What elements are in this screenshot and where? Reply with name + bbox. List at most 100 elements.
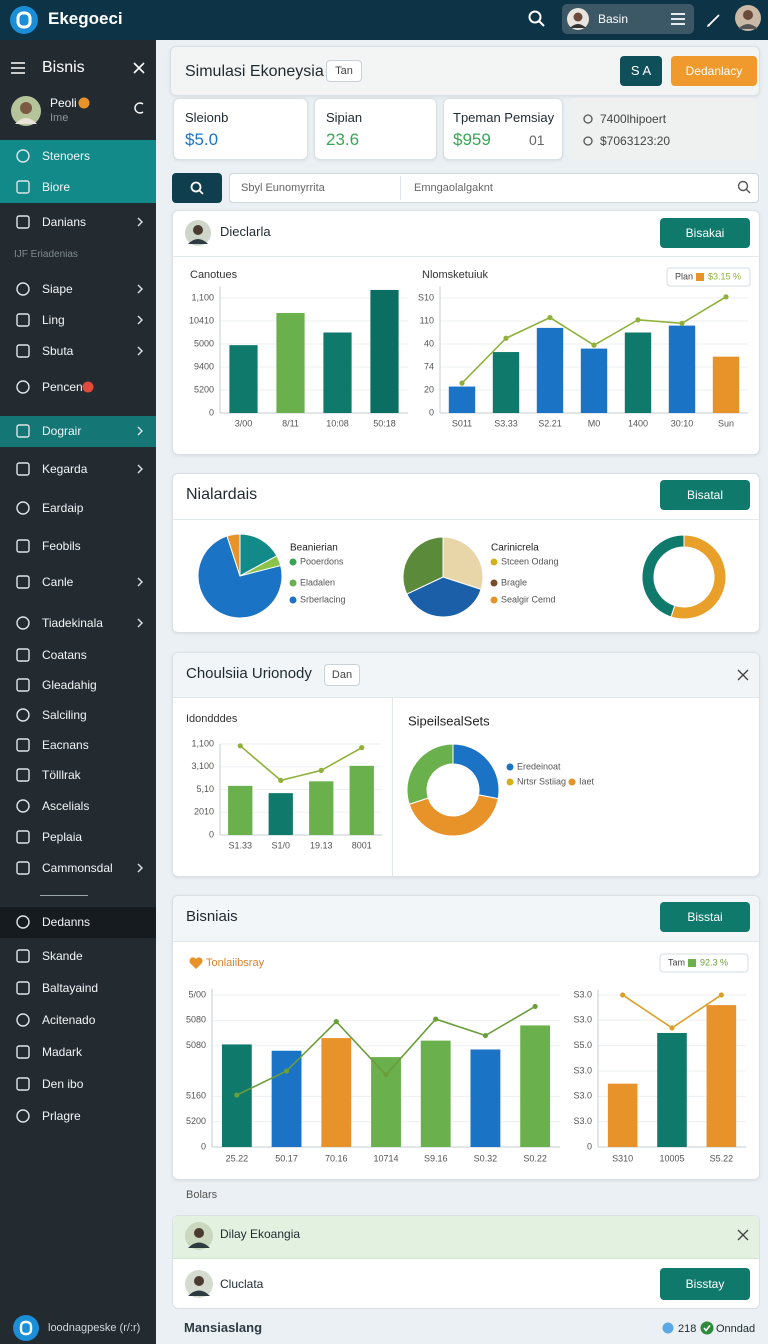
legend-swatch — [289, 596, 297, 604]
y-tick-label: S5.0 — [573, 1040, 592, 1050]
nav-item[interactable]: Sbuta — [42, 344, 74, 358]
line-point — [459, 380, 465, 386]
nav-arrow — [137, 618, 143, 628]
divider — [173, 256, 759, 257]
bar — [624, 332, 652, 413]
legend-label: Plan — [675, 271, 693, 281]
nav-item[interactable]: Acitenado — [42, 1013, 96, 1027]
user-pill[interactable]: Basin — [562, 4, 694, 34]
y-tick-label: 5080 — [186, 1015, 206, 1025]
nav-item[interactable]: Coatans — [42, 648, 87, 662]
avatar — [185, 1270, 213, 1298]
nav-item[interactable]: Eardaip — [42, 501, 84, 515]
chart-title: Tonlaiibsray — [206, 957, 265, 969]
search-icon[interactable] — [527, 9, 547, 29]
nav-item[interactable]: Stenoers — [42, 149, 91, 163]
nav-item[interactable]: Ling — [42, 313, 65, 327]
nav-icon-shape — [16, 799, 30, 813]
bar — [268, 793, 293, 835]
primary-button[interactable]: S A — [620, 56, 662, 86]
card-button[interactable]: Bisstai — [660, 902, 750, 932]
profile-avatar[interactable] — [734, 4, 762, 32]
nav-item[interactable]: Peplaia — [42, 830, 83, 844]
bar — [668, 325, 696, 413]
search-input[interactable] — [229, 173, 759, 203]
avatar — [185, 220, 211, 246]
nav-icon — [16, 380, 30, 394]
slice — [226, 533, 241, 577]
x-tick-label: 8/11 — [282, 418, 299, 428]
legend-swatch — [696, 273, 705, 281]
nav-icon-shape — [16, 861, 30, 875]
page-title: Simulasi Ekoneysia — [185, 63, 324, 80]
nav-icon — [16, 462, 30, 476]
y-tick-label: S3.0 — [573, 1091, 592, 1101]
footer-icon — [13, 1315, 39, 1341]
line-point — [359, 745, 365, 751]
refresh-icon[interactable] — [133, 101, 145, 115]
nav-item[interactable]: Feobils — [42, 539, 81, 553]
stat-label: Tpeman Pemsiay — [453, 110, 555, 125]
nav-arrow — [137, 577, 143, 587]
close-icon[interactable] — [737, 1229, 749, 1241]
x-tick-label: S3.33 — [494, 418, 518, 428]
nav-icon-shape — [16, 380, 30, 394]
nav-item[interactable]: Den ibo — [42, 1077, 84, 1091]
chart: Idondddes 0 2010 5,10 3,100 1,100 S1.33 S1/0 19.… — [186, 713, 382, 850]
nav-item[interactable]: Gleadahig — [42, 678, 97, 692]
nav-item[interactable]: Madark — [42, 1045, 83, 1059]
hamburger-icon[interactable] — [10, 60, 26, 76]
bottom-title: Mansiaslang — [184, 1320, 263, 1335]
legend-label: Nrtsr Sstiiag — [517, 776, 566, 786]
nav-item[interactable]: Siape — [42, 282, 73, 296]
nav-item[interactable]: Tiadekinala — [42, 616, 103, 630]
card-title: Nialardais — [186, 486, 258, 503]
nav-item[interactable]: Cammonsdal — [42, 861, 113, 875]
nav-arrow-shape — [137, 315, 143, 325]
card-button[interactable]: Bisakai — [660, 218, 750, 248]
line-point — [547, 314, 553, 321]
nav-icon-shape — [16, 830, 30, 844]
nav-item[interactable]: Salciling — [42, 708, 87, 722]
search-button[interactable] — [172, 173, 222, 203]
x-tick-label: S0.22 — [523, 1153, 547, 1163]
nav-item[interactable]: Canle — [42, 575, 74, 589]
secondary-button[interactable]: Dedanlacy — [671, 56, 757, 86]
nav-icon-shape — [16, 313, 30, 327]
x-tick-label: 19.13 — [310, 840, 333, 850]
nav-item[interactable]: Pencen — [42, 380, 83, 394]
nav-item[interactable]: Kegarda — [42, 462, 88, 476]
logo — [10, 6, 38, 34]
nav-item[interactable]: Eacnans — [42, 738, 89, 752]
nav-item[interactable]: Dograir — [42, 424, 82, 438]
nav-arrow — [137, 346, 143, 356]
row-button[interactable]: Bisstay — [660, 1268, 750, 1300]
nav-icon-shape — [16, 1013, 30, 1027]
edit-icon[interactable] — [704, 10, 724, 30]
nav-item[interactable]: Ascelials — [42, 799, 90, 813]
nav-item[interactable]: Skande — [42, 949, 83, 963]
slice — [406, 743, 454, 805]
heart-icon — [189, 957, 203, 969]
nav-item[interactable]: Baltayaind — [42, 981, 99, 995]
y-tick-label: 74 — [424, 361, 434, 371]
nav-item[interactable]: Prlagre — [42, 1109, 81, 1123]
nav-arrow-shape — [137, 426, 143, 436]
nav-item[interactable]: Tölllrak — [42, 768, 81, 782]
nav-icon-shape — [16, 738, 30, 752]
nav-item[interactable]: Dedanns — [42, 915, 91, 929]
nav-icon-shape — [16, 501, 30, 515]
chart: Nlomsketuiuk 0 20 74 40 110 S10 S011 S3.33 S2.21 M… — [418, 267, 751, 428]
nav-item[interactable]: Biore — [42, 180, 71, 194]
nav-item[interactable]: Danians — [42, 215, 87, 229]
active-item — [0, 416, 156, 447]
bar — [712, 356, 740, 413]
close-icon[interactable] — [737, 669, 749, 681]
legend-label: Pooerdons — [300, 556, 344, 566]
search-icon[interactable] — [736, 179, 752, 195]
line-point — [503, 335, 509, 341]
card-button[interactable]: Bisatal — [660, 480, 750, 510]
close-icon[interactable] — [133, 62, 145, 74]
profile-badge — [78, 97, 90, 109]
badge-dot — [82, 381, 94, 393]
